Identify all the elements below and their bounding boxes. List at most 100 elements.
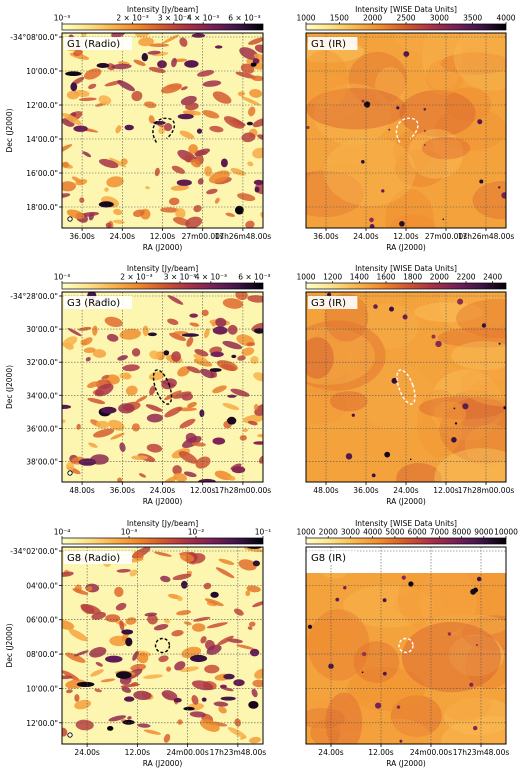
- diffuse-emission: [306, 163, 391, 228]
- radio-panel-2: G3 (Radio) 48.00s 36.00s 24.00s 12.00s 17h28m…: [5, 264, 271, 506]
- colorbar-title: Intensity [Jy/beam]: [127, 5, 198, 14]
- point-source: [306, 126, 310, 129]
- emission-blob: [167, 295, 184, 305]
- point-source: [479, 179, 484, 184]
- emission-blob: [238, 559, 257, 571]
- emission-blob: [78, 97, 97, 102]
- colorbar-title: Intensity [WISE Data Units]: [355, 519, 457, 528]
- diffuse-emission: [306, 73, 364, 123]
- emission-blob: [87, 381, 100, 388]
- diffuse-emission: [451, 341, 506, 371]
- beam-ellipse: [67, 216, 73, 222]
- emission-blob: [167, 318, 179, 325]
- point-source: [391, 377, 398, 384]
- point-source: [481, 323, 487, 328]
- emission-blob: [246, 585, 261, 593]
- bright-emission-blob: [163, 350, 170, 356]
- emission-blob: [246, 342, 256, 347]
- emission-blob: [179, 130, 195, 139]
- emission-blob: [230, 167, 246, 176]
- emission-blob: [222, 402, 240, 411]
- emission-blob: [211, 322, 216, 327]
- point-source: [369, 217, 374, 223]
- x-tick-label: 48.00s: [69, 486, 94, 495]
- emission-blob: [237, 355, 246, 361]
- emission-blob: [249, 736, 261, 744]
- emission-blob: [114, 586, 124, 597]
- diffuse-emission: [414, 302, 483, 323]
- emission-blob: [243, 414, 263, 424]
- emission-blob: [208, 170, 230, 184]
- emission-blob: [163, 733, 171, 743]
- panel-label: G3 (Radio): [67, 298, 120, 309]
- point-source: [345, 453, 353, 460]
- emission-blob: [158, 655, 169, 663]
- bright-emission-blob: [227, 416, 237, 425]
- coordinate-grid: [62, 547, 263, 744]
- diffuse-emission: [434, 108, 506, 151]
- emission-blob: [201, 309, 209, 317]
- emission-blob: [247, 626, 253, 630]
- emission-blob: [89, 647, 107, 658]
- colorbar-tick-label: 10⁻²: [188, 528, 205, 537]
- bright-emission-blob: [199, 409, 205, 418]
- x-tick-label: 17h26m48.00s: [458, 232, 515, 241]
- diffuse-emission: [306, 337, 355, 383]
- bright-emission-blob: [124, 124, 134, 131]
- point-source: [451, 437, 457, 443]
- emission-blob: [142, 325, 149, 337]
- emission-blob: [88, 83, 97, 90]
- heatmap-image: [306, 33, 506, 228]
- heatmap-background: [306, 292, 506, 482]
- emission-blob: [251, 688, 258, 698]
- emission-blob: [164, 406, 183, 418]
- colorbar-tick-label: 6 × 10⁻³: [228, 14, 260, 23]
- bright-emission-blob: [184, 60, 199, 68]
- panel-label: G1 (Radio): [67, 39, 120, 50]
- emission-blob: [215, 567, 235, 579]
- emission-blob: [197, 178, 204, 185]
- bright-emission-blob: [121, 629, 134, 635]
- colorbar-tick-label: 1000: [296, 273, 315, 282]
- emission-blob: [62, 619, 75, 630]
- emission-blob: [149, 350, 161, 360]
- heatmap-image: [306, 292, 506, 482]
- diffuse-emission: [472, 181, 506, 220]
- colorbar-tick-label: 1400: [350, 273, 369, 282]
- emission-blob: [245, 220, 255, 228]
- emission-blob: [179, 37, 188, 47]
- emission-blob: [237, 193, 256, 202]
- emission-blob: [187, 402, 197, 408]
- diffuse-emission: [306, 624, 355, 650]
- emission-blob: [233, 608, 244, 616]
- diffuse-emission: [456, 298, 506, 339]
- bright-emission-blob: [181, 333, 199, 337]
- emission-blob: [161, 690, 178, 701]
- diffuse-emission: [401, 622, 501, 693]
- y-tick-label: -34°08'00.0": [10, 33, 58, 42]
- panel-label-box: [64, 551, 132, 564]
- emission-blob: [212, 91, 232, 104]
- point-source: [473, 725, 478, 731]
- bright-emission-blob: [124, 696, 135, 702]
- emission-blob: [82, 151, 92, 158]
- emission-blob: [222, 298, 244, 309]
- emission-blob: [138, 473, 147, 478]
- emission-blob: [241, 132, 256, 143]
- emission-blob: [230, 388, 250, 397]
- emission-blob: [67, 327, 82, 337]
- y-axis-label: Dec (J2000): [5, 365, 14, 409]
- emission-blob: [105, 614, 120, 623]
- point-source: [442, 218, 445, 221]
- emission-blob: [225, 212, 235, 217]
- emission-blob: [109, 157, 127, 168]
- emission-blob: [171, 629, 184, 637]
- diffuse-emission: [343, 585, 435, 628]
- emission-blob: [85, 586, 93, 592]
- x-tick-label: 17h28m00.00s: [458, 486, 515, 495]
- colorbar-tick-label: 4 × 10⁻³: [195, 273, 227, 282]
- y-tick-label: 12'00.0": [26, 719, 58, 728]
- colorbar-tick-label: 10⁻¹: [255, 528, 272, 537]
- emission-blob: [78, 326, 92, 331]
- emission-blob: [138, 37, 154, 47]
